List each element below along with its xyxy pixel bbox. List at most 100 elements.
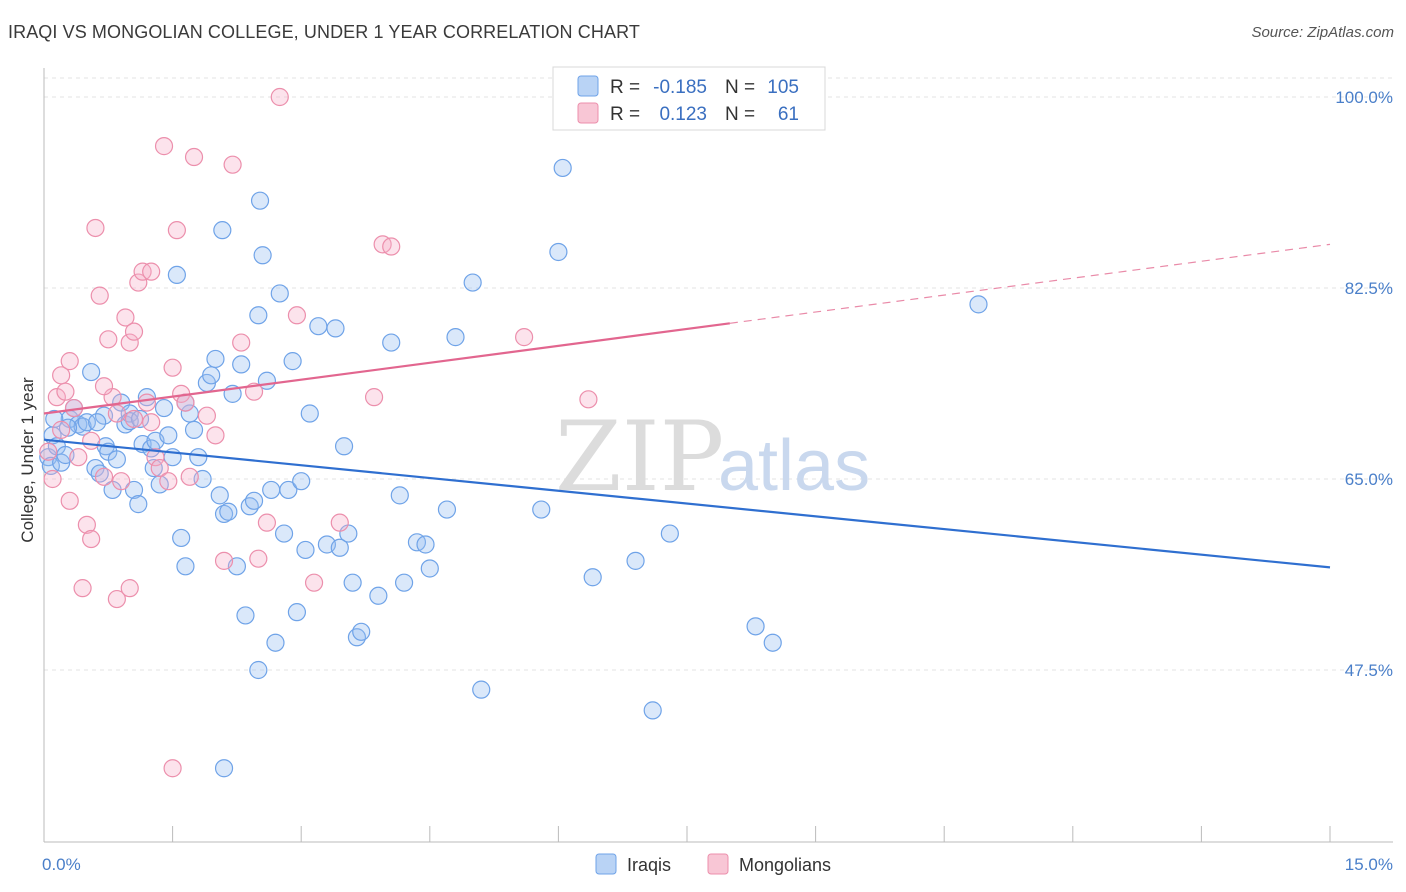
mongolians-point-43 <box>270 87 289 107</box>
mongolians-point-46 <box>330 513 349 532</box>
grid-lines <box>44 77 1393 671</box>
series-legend: Iraqis Mongolians <box>595 853 831 875</box>
mongolians-point-4 <box>56 382 75 401</box>
x-tick-label-1: 15.0% <box>1345 855 1393 874</box>
mongolians-point-60 <box>52 420 71 439</box>
mongolians-point-44 <box>287 306 307 325</box>
iraqis-point-67 <box>330 538 349 557</box>
watermark: ZIP atlas <box>555 401 870 513</box>
axes <box>43 68 1393 843</box>
chart-title: IRAQI VS MONGOLIAN COLLEGE, UNDER 1 YEAR… <box>8 22 640 42</box>
iraqis-point-30 <box>159 426 178 445</box>
iraqis-point-22 <box>124 480 144 500</box>
legend-n-label: N = <box>725 77 755 98</box>
iraqis-point-95 <box>45 409 64 429</box>
mongolians-point-20 <box>124 409 144 429</box>
iraqis-point-58 <box>279 480 298 500</box>
iraqis-point-42 <box>210 486 229 505</box>
y-tick-label-2: 65.0% <box>1345 470 1393 489</box>
iraqis-point-61 <box>292 472 311 491</box>
iraqis-point-84 <box>532 500 551 519</box>
iraqis-point-57 <box>274 524 294 543</box>
iraqis-point-99 <box>130 409 150 429</box>
legend-n-label: N = <box>725 104 755 125</box>
iraqis-point-103 <box>250 191 270 210</box>
iraqis-point-90 <box>660 524 679 543</box>
iraqis-point-97 <box>88 413 107 432</box>
y-tick-label-1: 82.5% <box>1345 279 1393 298</box>
mongolians-point-35 <box>197 406 216 425</box>
watermark-zip: ZIP <box>555 401 724 513</box>
mongolians-point-33 <box>180 467 199 486</box>
iraqis-point-81 <box>446 328 465 347</box>
legend-swatch-mongolians-bottom <box>707 853 729 875</box>
iraqis-point-34 <box>176 557 195 576</box>
mongolians-point-9 <box>77 515 96 534</box>
legend-n-mongolians: 61 <box>778 104 799 125</box>
iraqis-point-73 <box>369 586 388 605</box>
mongolians-point-59 <box>94 377 114 396</box>
trend-line-iraqis <box>43 438 1331 569</box>
iraqis-point-92 <box>763 633 782 652</box>
y-axis-label: College, Under 1 year <box>18 377 37 543</box>
iraqis-point-102 <box>249 306 268 325</box>
mongolians-point-23 <box>137 393 156 412</box>
mongolians-point-16 <box>107 589 126 609</box>
trend-line-mongolians <box>43 322 731 415</box>
iraqis-point-55 <box>266 633 285 652</box>
iraqis-point-74 <box>382 333 401 352</box>
iraqis-point-47 <box>232 355 251 374</box>
iraqis-point-1 <box>41 456 60 476</box>
mongolians-point-49 <box>382 237 401 256</box>
iraqis-point-50 <box>244 491 264 510</box>
x-tick-labels: 0.0% 15.0% <box>42 855 1393 874</box>
mongolians-point-34 <box>184 147 204 167</box>
iraqis-point-37 <box>189 448 208 467</box>
mongolians-point-25 <box>146 448 165 467</box>
iraqis-point-79 <box>420 559 439 578</box>
mongolians-point-24 <box>142 413 161 432</box>
iraqis-point-78 <box>416 535 435 554</box>
mongolians-point-13 <box>94 467 114 486</box>
legend-swatch-mongolians <box>577 102 599 124</box>
mongolians-point-42 <box>257 513 277 532</box>
mongolians-point-55 <box>107 404 126 423</box>
iraqis-point-91 <box>746 617 765 636</box>
iraqis-point-101 <box>213 221 232 240</box>
legend-r-label: R = <box>610 77 640 98</box>
iraqis-point-83 <box>472 680 491 699</box>
iraqis-point-10 <box>77 413 96 432</box>
mongolians-point-19 <box>120 333 139 352</box>
mongolians-point-36 <box>206 426 225 445</box>
mongolians-point-56 <box>124 322 144 341</box>
iraqis-point-52 <box>253 246 272 265</box>
iraqis-point-76 <box>394 573 414 592</box>
iraqis-point-54 <box>262 480 281 500</box>
iraqis-point-29 <box>154 398 174 418</box>
mongolians-point-18 <box>116 308 135 327</box>
iraqis-point-33 <box>172 528 191 548</box>
legend-label-iraqis: Iraqis <box>627 855 671 875</box>
iraqis-point-87 <box>583 568 602 587</box>
iraqis-point-40 <box>202 366 221 385</box>
mongolians-point-7 <box>69 448 88 467</box>
iraqis-point-56 <box>270 284 289 303</box>
iraqis-point-48 <box>236 606 255 625</box>
legend-label-mongolians: Mongolians <box>739 855 831 875</box>
mongolians-point-29 <box>163 358 182 377</box>
iraqis-point-86 <box>553 158 572 178</box>
iraqis-point-11 <box>82 362 101 382</box>
iraqis-point-23 <box>129 495 148 514</box>
mongolians-point-1 <box>43 469 62 489</box>
y-tick-label-0: 100.0% <box>1335 88 1393 107</box>
mongolians-point-52 <box>163 759 182 778</box>
mongolians-point-8 <box>73 579 92 598</box>
watermark-atlas: atlas <box>718 426 870 506</box>
x-tick-label-0: 0.0% <box>42 855 81 874</box>
mongolians-point-41 <box>249 549 268 568</box>
mongolians-point-14 <box>99 330 118 349</box>
mongolians-point-47 <box>364 388 384 407</box>
iraqis-point-72 <box>352 622 371 641</box>
iraqis-point-59 <box>283 352 302 371</box>
